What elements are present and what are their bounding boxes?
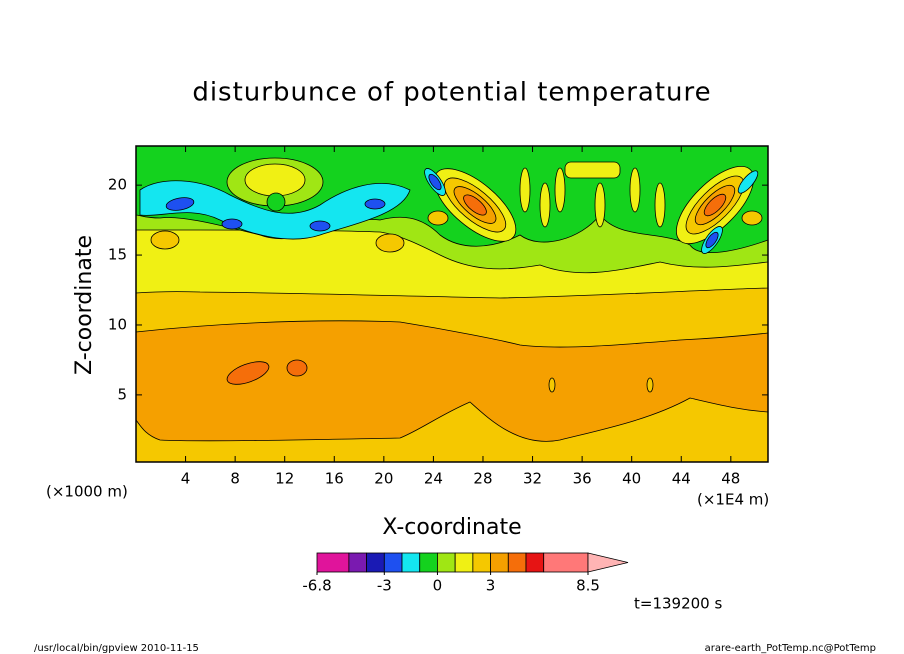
colorbar-segment [348, 552, 367, 573]
contour-region [594, 182, 606, 228]
contour-region [548, 377, 556, 393]
contour-region [244, 163, 306, 197]
colorbar-segment [454, 552, 474, 573]
contour-region [221, 218, 243, 230]
contour-region [654, 182, 666, 228]
colorbar-segment [490, 552, 509, 573]
colorbar-segment [316, 552, 350, 573]
colorbar-tick-label: 3 [486, 577, 496, 595]
x-tick-label: 20 [374, 470, 393, 488]
x-tick-label: 8 [230, 470, 240, 488]
contour-region [139, 180, 411, 240]
y-tick-label: 15 [108, 246, 127, 264]
time-label: t=139200 s [634, 595, 722, 613]
footer-left: /usr/local/bin/gpview 2010-11-15 [34, 643, 199, 654]
colorbar-segment [419, 552, 438, 573]
footer-right: arare-earth_PotTemp.nc@PotTemp [705, 643, 876, 654]
x-tick-label: 4 [181, 470, 191, 488]
colorbar-tick-label: 0 [433, 577, 443, 595]
contour-region [629, 167, 641, 213]
contour-region [375, 233, 405, 253]
contour-field [135, 145, 769, 462]
colorbar-segment [472, 552, 491, 573]
contour-region [165, 197, 195, 211]
contour-region [150, 230, 180, 250]
colorbar-tick-label: -6.8 [302, 577, 331, 595]
contour-region [266, 192, 286, 212]
colorbar-segment [507, 552, 527, 573]
colorbar-segment [366, 552, 385, 573]
colorbar-segment [383, 552, 403, 573]
x-tick-label: 16 [325, 470, 344, 488]
contour-region [428, 173, 442, 191]
contour-region [427, 210, 449, 226]
x-tick-label: 32 [523, 470, 542, 488]
x-tick-label: 24 [424, 470, 443, 488]
contour-region [463, 194, 487, 216]
contour-region [364, 198, 386, 210]
x-axis-label: X-coordinate [382, 515, 521, 540]
y-tick-label: 10 [108, 315, 127, 333]
contour-region [564, 161, 621, 179]
colorbar-segment [543, 552, 589, 573]
y-axis-label: Z-coordinate [72, 235, 97, 375]
chart-title: disturbunce of potential temperature [192, 78, 711, 108]
contour-region [705, 231, 719, 249]
x-tick-label: 48 [721, 470, 740, 488]
y-tick-label: 5 [117, 385, 127, 403]
contour-region [309, 220, 331, 232]
x-tick-label: 40 [622, 470, 641, 488]
y-unit: (×1000 m) [46, 483, 128, 501]
colorbar-segment [525, 552, 545, 573]
contour-region [646, 377, 654, 393]
contour-region [286, 359, 308, 377]
colorbar-segment [401, 552, 421, 573]
colorbar-tick-label: 8.5 [576, 577, 600, 595]
contour-region [135, 320, 769, 442]
colorbar-segment [437, 552, 456, 573]
x-unit: (×1E4 m) [697, 491, 769, 509]
contour-region [737, 170, 759, 194]
contour-region [554, 167, 566, 213]
x-tick-label: 44 [672, 470, 691, 488]
plot-frame [135, 145, 769, 463]
contour-region [539, 182, 551, 228]
colorbar-tick-label: -3 [377, 577, 392, 595]
x-tick-label: 36 [573, 470, 592, 488]
contour-region [226, 361, 270, 385]
colorbar-extension [587, 552, 629, 573]
x-tick-label: 12 [275, 470, 294, 488]
contour-region [519, 167, 531, 213]
x-tick-label: 28 [473, 470, 492, 488]
contour-region [741, 210, 763, 226]
contour-region [703, 193, 727, 217]
y-tick-label: 20 [108, 176, 127, 194]
